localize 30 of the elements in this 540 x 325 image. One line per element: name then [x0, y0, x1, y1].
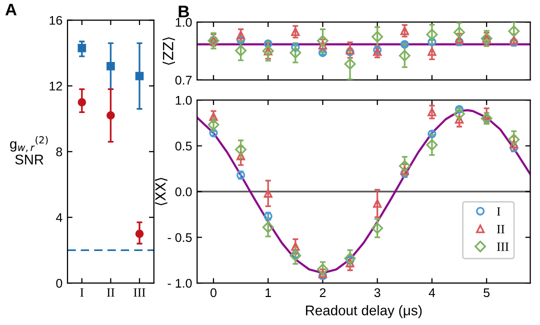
y-tick-label: 1.0 — [176, 18, 192, 27]
y-axis-title: ⟨XX⟩ — [154, 178, 168, 206]
y-tick-label: 4 — [56, 213, 62, 222]
y-tick-label: - 1.0 — [168, 278, 192, 288]
chart-title: B — [178, 6, 189, 18]
x-tick-label: 5 — [484, 288, 490, 298]
legend-label: III — [497, 242, 509, 251]
x-tick-label: 3 — [374, 288, 380, 298]
x-axis-title: Readout delay (μs) — [306, 305, 422, 318]
chart-title: A — [5, 4, 17, 16]
y-tick-label: 0.0 — [175, 187, 192, 196]
legend-label: II — [497, 225, 504, 234]
x-tick-label: 1 — [266, 288, 271, 297]
y-axis-title: ⟨ZZ⟩ — [162, 37, 175, 65]
y-tick-label: 0.5 — [175, 142, 192, 150]
y-tick-label: 1.0 — [176, 96, 192, 105]
x-tick-label: 0 — [210, 288, 216, 298]
y-tick-label: 12 — [50, 82, 62, 90]
x-tick-label: III — [134, 288, 146, 297]
y-axis-title: g$_{w,r}$$^{(2)}$ SNR — [10, 136, 48, 164]
x-tick-label: I — [80, 288, 84, 297]
y-tick-label: - 0.5 — [168, 233, 192, 242]
x-tick-label: II — [106, 288, 114, 297]
y-tick-label: 0.7 — [175, 76, 192, 85]
x-tick-label: 2 — [320, 288, 326, 297]
y-tick-label: 16 — [50, 16, 62, 25]
x-tick-label: 4 — [428, 288, 436, 297]
y-tick-label: 0 — [56, 278, 62, 288]
y-tick-label: 8 — [56, 147, 62, 156]
legend-label: I — [497, 207, 500, 216]
